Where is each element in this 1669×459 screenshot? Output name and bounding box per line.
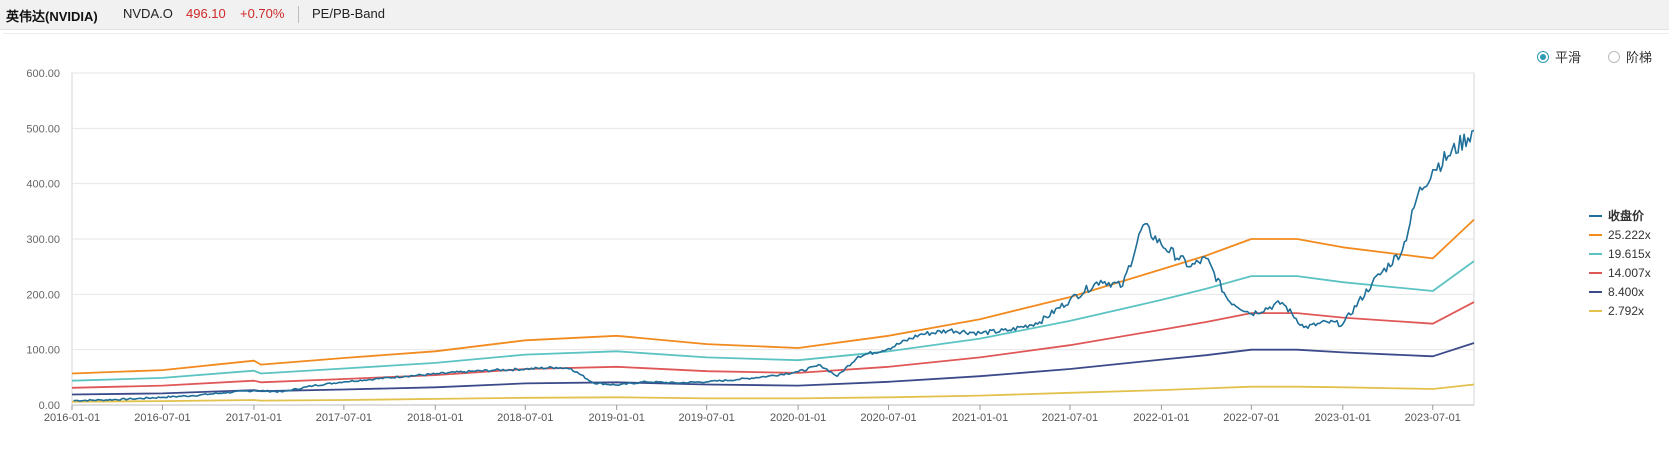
mode-smooth[interactable]: 平滑	[1537, 47, 1581, 66]
series-lines	[71, 129, 1475, 403]
stock-code: NVDA.O	[123, 6, 173, 21]
legend-label: 25.222x	[1608, 227, 1651, 242]
x-tick-label: 2018-07-01	[497, 412, 553, 424]
series-line-25.222x	[71, 218, 1475, 375]
mode-step-label: 阶梯	[1626, 50, 1653, 65]
x-tick-label: 2016-07-01	[134, 412, 190, 424]
legend-swatch	[1589, 290, 1602, 293]
stock-change: +0.70%	[240, 6, 285, 21]
legend-item[interactable]: 2.792x	[1589, 301, 1651, 320]
chart-legend: 收盘价 25.222x 19.615x 14.007x 8.400x 2.792x	[1589, 206, 1651, 320]
x-tick-label: 2022-01-01	[1133, 412, 1189, 424]
x-tick-label: 2018-01-01	[407, 412, 463, 424]
legend-item[interactable]: 25.222x	[1589, 225, 1651, 244]
legend-item[interactable]: 8.400x	[1589, 282, 1651, 301]
x-tick-label: 2016-01-01	[44, 412, 100, 424]
legend-swatch	[1589, 233, 1602, 236]
legend-label: 8.400x	[1608, 284, 1645, 299]
y-tick-label: 600.00	[26, 68, 60, 80]
x-tick-label: 2017-07-01	[316, 412, 372, 424]
series-line-2.792x	[71, 383, 1475, 403]
legend-label: 2.792x	[1608, 303, 1645, 318]
x-tick-label: 2021-07-01	[1042, 412, 1098, 424]
x-tick-label: 2021-01-01	[952, 412, 1008, 424]
x-tick-label: 2020-07-01	[860, 412, 916, 424]
mode-step[interactable]: 阶梯	[1608, 47, 1652, 66]
radio-step-icon	[1608, 50, 1620, 63]
legend-label: 14.007x	[1608, 265, 1651, 280]
y-tick-label: 400.00	[26, 179, 60, 191]
stock-price: 496.10	[186, 6, 226, 21]
x-tick-label: 2019-01-01	[589, 412, 645, 424]
header-divider	[298, 6, 299, 23]
x-tick-label: 2023-07-01	[1405, 412, 1461, 424]
x-tick-label: 2020-01-01	[770, 412, 826, 424]
y-tick-label: 300.00	[26, 234, 60, 246]
legend-swatch	[1589, 252, 1602, 255]
x-tick-label: 2017-01-01	[226, 412, 282, 424]
legend-item[interactable]: 14.007x	[1589, 263, 1651, 282]
header-bar: 英伟达(NVIDIA) NVDA.O 496.10 +0.70% PE/PB-B…	[0, 0, 1669, 30]
y-tick-label: 200.00	[26, 289, 60, 301]
y-tick-label: 0.00	[39, 400, 60, 412]
legend-swatch	[1589, 271, 1602, 274]
x-tick-label: 2023-01-01	[1315, 412, 1371, 424]
legend-label: 收盘价	[1608, 209, 1645, 223]
mode-smooth-label: 平滑	[1555, 50, 1582, 65]
x-tick-label: 2019-07-01	[679, 412, 735, 424]
y-tick-label: 100.00	[26, 345, 60, 357]
radio-smooth-icon	[1537, 50, 1549, 63]
y-axis: 0.00 100.00 200.00 300.00 400.00 500.00 600.00	[26, 68, 60, 412]
series-line-14.007x	[71, 301, 1475, 389]
legend-item[interactable]: 收盘价	[1589, 206, 1651, 225]
x-tick-label: 2022-07-01	[1223, 412, 1279, 424]
series-line-收盘价	[73, 129, 1475, 402]
stock-name: 英伟达(NVIDIA)	[6, 9, 98, 24]
series-line-19.615x	[71, 260, 1475, 382]
legend-swatch	[1589, 214, 1602, 217]
x-axis: 2016-01-01 2016-07-01 2017-01-01 2017-07-01…	[44, 404, 1474, 424]
legend-swatch	[1589, 309, 1602, 312]
legend-label: 19.615x	[1608, 246, 1651, 261]
legend-item[interactable]: 19.615x	[1589, 244, 1651, 263]
tab-pe-pb-band[interactable]: PE/PB-Band	[312, 6, 385, 21]
y-tick-label: 500.00	[26, 123, 60, 135]
